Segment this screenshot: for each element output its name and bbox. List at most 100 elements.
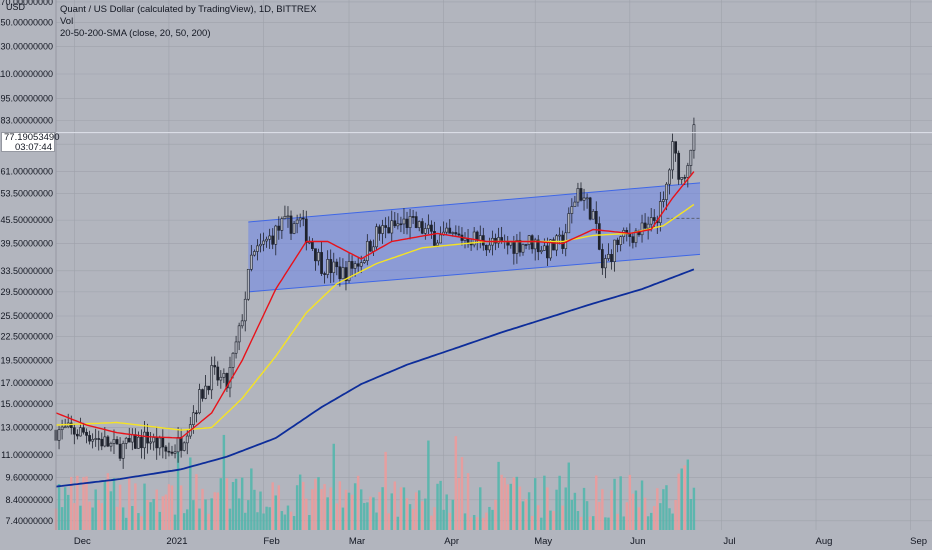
volume-bar (201, 488, 204, 530)
volume-bar (94, 489, 97, 530)
x-tick-label: Jul (723, 536, 735, 547)
volume-bar (97, 500, 100, 530)
volume-bar (521, 501, 525, 530)
volume-bar (512, 477, 516, 530)
volume-bar (222, 434, 226, 530)
candle-body (420, 221, 424, 234)
volume-bar (405, 498, 409, 530)
volume-bar (274, 495, 277, 530)
volume-bar (692, 487, 696, 530)
volume-bar (604, 517, 607, 530)
candle-body (344, 267, 348, 281)
volume-bar (607, 517, 610, 530)
y-axis: 170.00000000 150.00000000 130.00000000 110.… (0, 0, 57, 530)
volume-bar (140, 516, 143, 530)
y-tick-label: 8.40000000 (5, 495, 53, 505)
candle-body (665, 183, 668, 200)
volume-bar (106, 473, 110, 530)
candle-body (140, 436, 143, 449)
volume-bar (277, 485, 281, 530)
volume-bar (591, 516, 595, 530)
candle-body (390, 220, 394, 234)
volume-bar (540, 517, 543, 530)
candle-body (259, 243, 262, 247)
candle-body (384, 225, 388, 228)
volume-bar (323, 484, 326, 530)
volume-bar (582, 487, 586, 530)
countdown: 03:07:44 (15, 142, 52, 153)
volume-bar (332, 443, 335, 530)
candle-body (658, 201, 662, 224)
y-tick-label: 39.50000000 (0, 239, 53, 249)
candle-body (176, 437, 180, 453)
candle-body (610, 254, 613, 262)
candle-body (396, 223, 400, 227)
volume-bar (472, 514, 476, 530)
volume-bar (189, 457, 192, 530)
candle-body (427, 224, 430, 229)
volume-bar (677, 473, 680, 530)
candle-body (381, 225, 384, 234)
candle-body (292, 223, 296, 234)
volume-bar (433, 507, 436, 530)
last-price-value: 77.19053490 (4, 132, 60, 143)
volume-bar (570, 499, 574, 530)
volume-bar (314, 478, 317, 530)
volume-bar (479, 487, 482, 530)
x-tick-label: Aug (816, 536, 833, 547)
y-tick-label: 53.50000000 (0, 188, 53, 198)
candle-body (277, 225, 281, 231)
volume-bar (240, 477, 244, 530)
y-tick-label: 19.50000000 (0, 355, 53, 365)
candle-body (527, 235, 531, 245)
volume-bar (631, 493, 635, 530)
volume-bar (497, 461, 500, 530)
volume-bar (463, 513, 467, 530)
candle-body (268, 235, 272, 240)
candle-body (240, 320, 244, 327)
candle-body (283, 216, 287, 220)
volume-bar (329, 487, 332, 530)
volume-bar (271, 482, 274, 530)
candle-body (198, 389, 201, 414)
candle-body (387, 227, 391, 234)
volume-bar (625, 502, 628, 530)
candle-body (100, 438, 104, 447)
candle-body (195, 412, 198, 415)
volume-bar (637, 507, 641, 530)
candle-body (143, 431, 146, 449)
volume-bar (161, 496, 165, 530)
volume-bars (54, 434, 696, 530)
candle-body (652, 217, 656, 221)
volume-bar (466, 473, 470, 530)
volume-bar (338, 481, 342, 530)
volume-bar (213, 492, 216, 530)
candle-body (539, 250, 543, 253)
volume-bar (344, 489, 348, 530)
y-tick-label: 13.00000000 (0, 423, 53, 433)
volume-bar (57, 484, 61, 530)
volume-bar (613, 478, 616, 530)
volume-bar (207, 513, 210, 530)
volume-bar (66, 494, 70, 530)
candle-body (692, 124, 696, 151)
sma50-path (55, 203, 695, 431)
volume-bar (387, 513, 390, 530)
candle-body (149, 441, 152, 444)
candle-body (332, 261, 336, 274)
volume-bar (131, 506, 134, 530)
candle-body (274, 225, 278, 245)
volume-bar (176, 447, 180, 530)
candle-body (112, 439, 116, 444)
x-axis-band (0, 530, 932, 550)
candle-body (341, 267, 345, 280)
candle-body (103, 436, 107, 447)
candle-body (436, 242, 439, 246)
candle-body (521, 244, 525, 253)
volume-bar (317, 477, 320, 530)
candle-body (582, 197, 586, 201)
y-tick-label: 83.00000000 (0, 116, 53, 126)
y-tick-label: 61.00000000 (0, 167, 53, 177)
